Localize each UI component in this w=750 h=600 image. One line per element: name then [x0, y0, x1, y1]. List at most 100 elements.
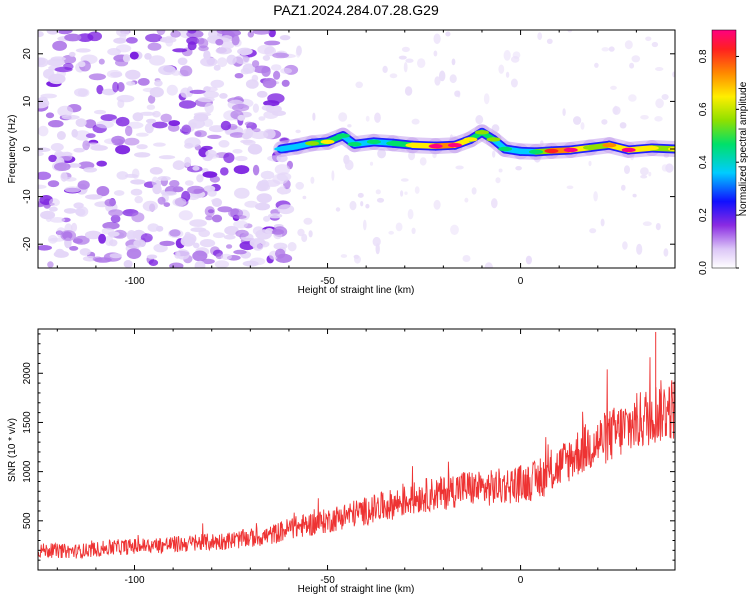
y-tick-label: 1000	[22, 460, 33, 483]
track-peak	[463, 137, 478, 142]
noise-blob	[67, 163, 82, 168]
noise-blob	[73, 147, 85, 153]
noise-blob	[48, 73, 66, 85]
noise-blob	[111, 135, 125, 145]
snr-x-label: Height of straight line (km)	[298, 584, 415, 595]
noise-blob	[251, 74, 259, 82]
noise-blob	[270, 64, 282, 71]
colorbar-tick-label: 0.8	[698, 49, 709, 63]
noise-blob	[640, 115, 649, 120]
y-tick-label: -20	[22, 237, 33, 252]
noise-blob	[125, 125, 133, 137]
noise-blob	[226, 244, 233, 249]
noise-blob	[217, 206, 233, 213]
noise-blob	[237, 114, 246, 121]
noise-blob	[96, 186, 110, 197]
track-peak	[529, 149, 544, 155]
noise-blob	[261, 66, 271, 77]
noise-blob	[331, 170, 335, 181]
noise-blob	[85, 194, 103, 200]
noise-blob	[48, 154, 57, 163]
x-tick-label: 0	[518, 276, 524, 287]
noise-blob	[400, 190, 404, 197]
noise-blob	[47, 261, 54, 268]
noise-blob	[38, 147, 51, 152]
noise-blob	[184, 180, 194, 186]
noise-blob	[134, 195, 143, 204]
noise-blob	[166, 84, 178, 96]
noise-blob	[573, 116, 582, 125]
spectrogram-x-label: Height of straight line (km)	[298, 285, 415, 296]
noise-blob	[223, 234, 236, 240]
noise-blob	[146, 118, 157, 124]
noise-blob	[382, 65, 388, 73]
noise-blob	[492, 150, 496, 158]
noise-blob	[360, 201, 364, 207]
noise-blob	[264, 46, 276, 57]
noise-blob	[207, 189, 217, 197]
noise-blob	[252, 60, 260, 68]
noise-blob	[54, 162, 71, 171]
noise-blob	[145, 33, 163, 43]
noise-blob	[125, 69, 141, 80]
noise-blob	[130, 188, 143, 196]
snr-series-line	[38, 331, 675, 560]
noise-blob	[132, 112, 144, 122]
noise-blob	[193, 242, 200, 249]
noise-blob	[250, 130, 269, 140]
noise-blob	[199, 239, 216, 248]
noise-blob	[455, 165, 464, 170]
track-peak	[366, 139, 381, 145]
noise-blob	[198, 229, 210, 238]
noise-blob	[130, 179, 146, 185]
noise-blob	[229, 132, 246, 138]
noise-blob	[131, 168, 140, 179]
noise-blob	[252, 103, 259, 113]
noise-blob	[142, 200, 158, 212]
noise-blob	[54, 66, 73, 73]
noise-blob	[645, 36, 652, 42]
noise-blob	[205, 215, 214, 221]
noise-blob	[129, 51, 139, 60]
noise-blob	[95, 120, 114, 129]
noise-blob	[439, 70, 446, 82]
noise-blob	[194, 260, 206, 268]
noise-blob	[347, 124, 352, 128]
snr-x-ticks: -100 -50 0	[56, 329, 676, 586]
noise-blob	[64, 33, 82, 42]
snr-y-ticks: 500 1000 1500 2000	[22, 333, 675, 561]
noise-blob	[113, 190, 125, 196]
noise-blob	[69, 51, 76, 57]
track-peak	[347, 142, 362, 147]
noise-blob	[491, 198, 498, 209]
noise-blob	[369, 161, 374, 166]
noise-blob	[272, 229, 284, 235]
noise-blob	[184, 137, 201, 148]
noise-blob	[170, 30, 181, 38]
noise-blob	[197, 37, 205, 45]
noise-blob	[223, 152, 235, 164]
noise-blob	[233, 215, 247, 219]
colorbar: 0.0 0.2 0.4 0.6 0.8 Normalized spectral ampl…	[698, 29, 749, 275]
noise-blob	[498, 168, 503, 173]
noise-blob	[655, 98, 664, 109]
noise-blob	[140, 233, 153, 243]
noise-blob	[256, 90, 268, 98]
noise-blob	[433, 199, 441, 210]
noise-blob	[169, 229, 181, 237]
noise-blob	[234, 187, 250, 199]
noise-blob	[417, 58, 426, 68]
noise-blob	[235, 229, 249, 238]
noise-blob	[233, 165, 250, 175]
noise-blob	[241, 133, 251, 140]
noise-blob	[640, 167, 649, 176]
noise-blob	[621, 184, 626, 191]
noise-blob	[47, 180, 60, 188]
noise-blob	[48, 120, 64, 128]
noise-blob	[60, 230, 77, 241]
noise-blob	[433, 50, 438, 57]
noise-blob	[562, 108, 566, 116]
noise-blob	[287, 242, 297, 252]
noise-blob	[263, 100, 280, 107]
